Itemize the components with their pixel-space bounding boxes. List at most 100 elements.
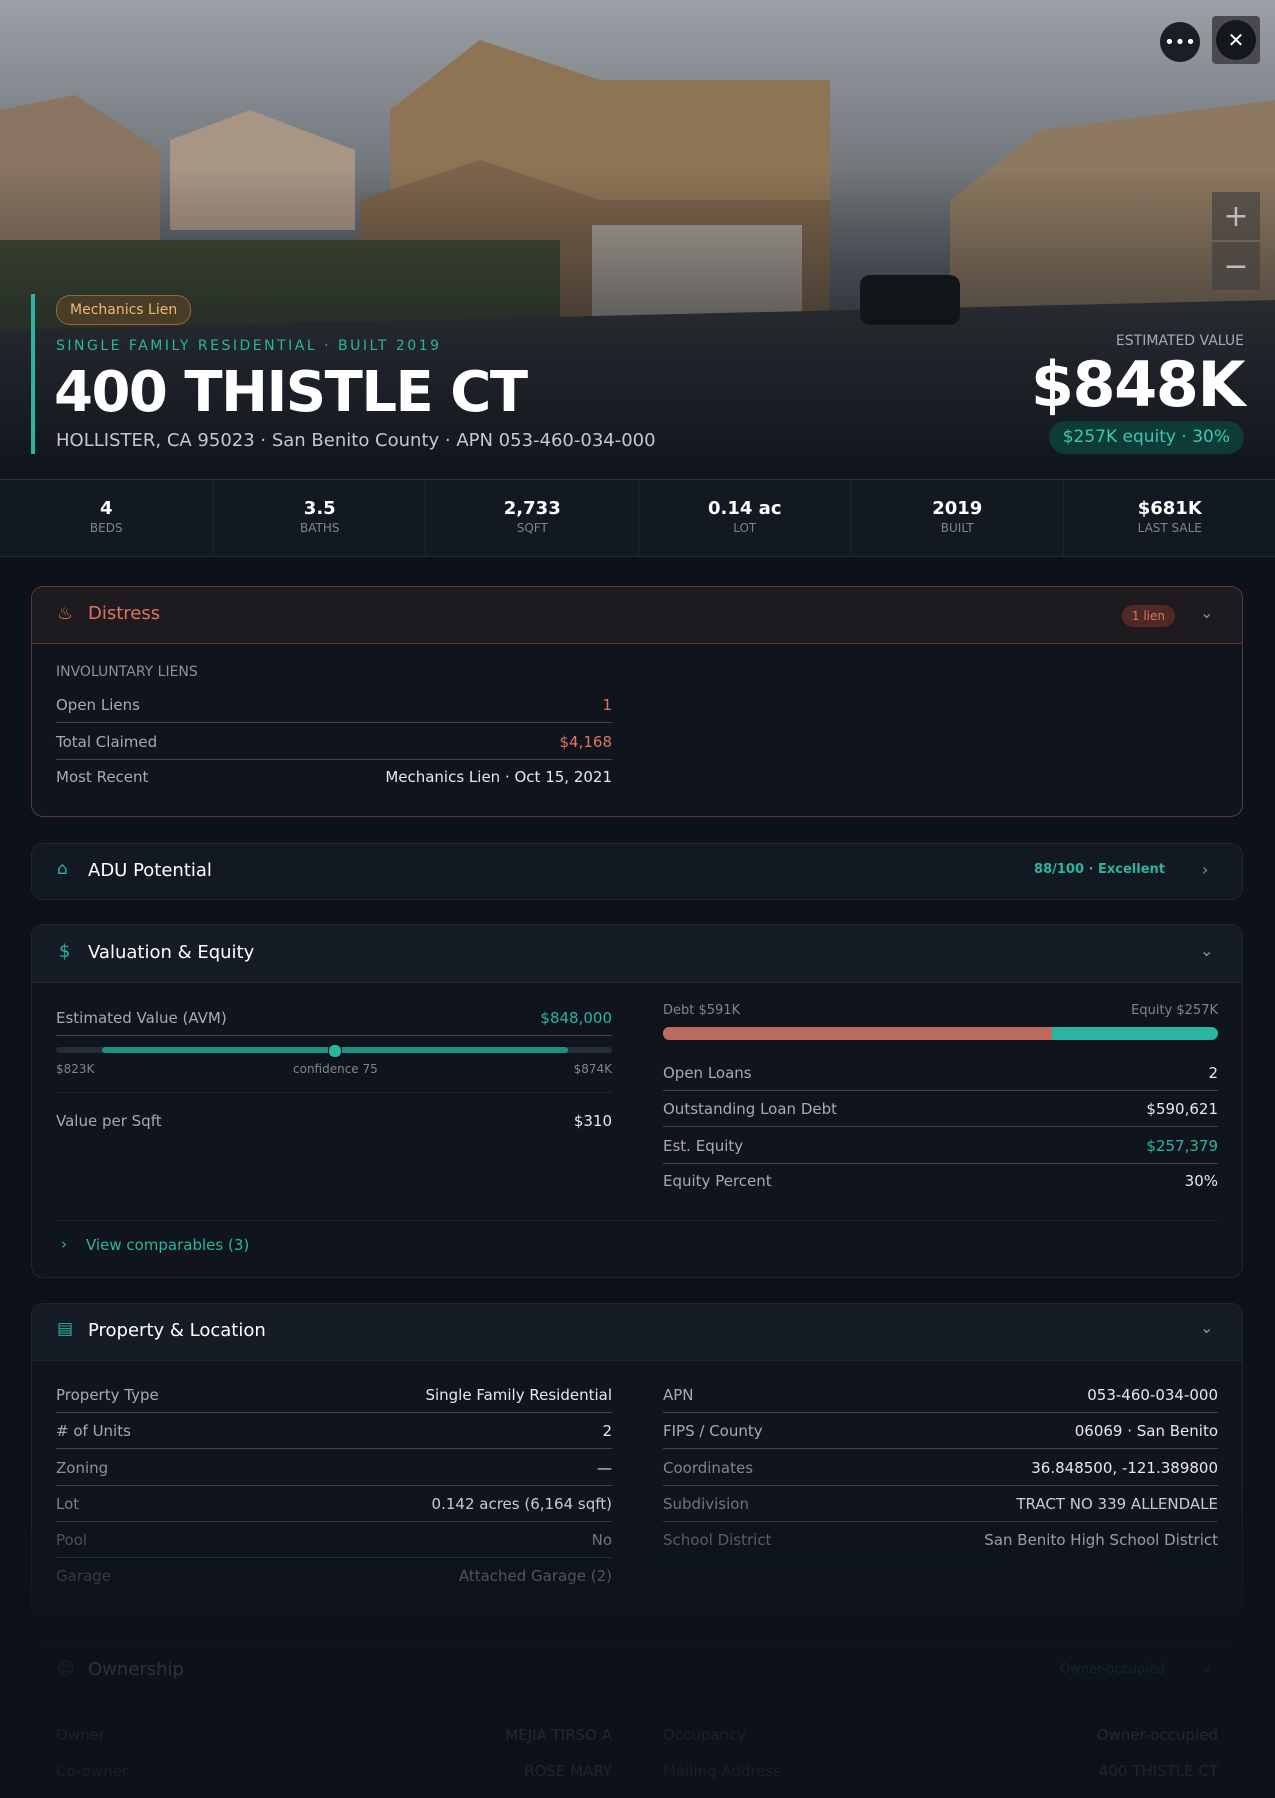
row-label: Subdivision (663, 1495, 749, 1513)
stat-value: 4 (99, 498, 113, 519)
row-value: TRACT NO 339 ALLENDALE (1016, 1495, 1218, 1513)
stat-label: BEDS (89, 521, 123, 535)
stat: 4 BEDS (0, 480, 213, 556)
row-value: — (597, 1459, 612, 1477)
adu-card[interactable] (31, 843, 1243, 900)
stat: 0.14 ac LOT (637, 480, 852, 556)
more-button[interactable]: ••• (1160, 22, 1200, 62)
section-label: INVOLUNTARY LIENS (56, 664, 198, 680)
chevron[interactable]: ⌄ (1200, 941, 1214, 960)
debt-label: Debt $591K (663, 1003, 741, 1018)
debt-equity-bar (663, 1027, 1218, 1040)
valuation-header[interactable] (32, 925, 1242, 983)
data-row: Co-owner ROSE MARY (56, 1758, 612, 1788)
data-row: FIPS / County 06069 · San Benito (663, 1418, 1218, 1449)
row-label: Co-owner (56, 1762, 128, 1780)
stat-label: BATHS (300, 521, 340, 535)
distress-card (31, 586, 1243, 817)
data-row: Total Claimed $4,168 (56, 729, 612, 760)
row-label: Est. Equity (663, 1137, 744, 1155)
stat-label: LOT (733, 521, 757, 535)
chevron[interactable]: ⌄ (1200, 1318, 1214, 1337)
row-label: Total Claimed (56, 733, 158, 751)
distress-header[interactable] (32, 587, 1242, 644)
stat-value: 2019 (932, 498, 983, 519)
row-value: No (591, 1531, 612, 1549)
row-value: $310 (573, 1112, 612, 1130)
data-row: Open Liens 1 (56, 692, 612, 723)
row-value: 1 (602, 696, 612, 714)
valuation-card (31, 924, 1243, 1278)
dollar-icon: $ (59, 941, 71, 962)
row-value: 2 (602, 1422, 612, 1440)
row-label: Outstanding Loan Debt (663, 1100, 837, 1118)
close-button[interactable]: ✕ (1212, 16, 1260, 64)
adu-score: 88/100 · Excellent (1034, 862, 1165, 877)
data-row: Garage Attached Garage (2) (56, 1563, 612, 1593)
row-label: Occupancy (663, 1726, 747, 1744)
property-address: HOLLISTER, CA 95023 · San Benito County … (56, 430, 656, 451)
stat-value: 2,733 (503, 498, 561, 519)
row-label: # of Units (56, 1422, 131, 1440)
data-row: Zoning — (56, 1455, 612, 1486)
row-label: Property Type (56, 1386, 159, 1404)
row-value: 2 (1208, 1064, 1218, 1082)
stat-value: $681K (1137, 498, 1202, 519)
row-label: Open Loans (663, 1064, 752, 1082)
occupancy-badge: Owner-occupied (1059, 1662, 1165, 1677)
row-value: 30% (1184, 1172, 1218, 1190)
row-value: Attached Garage (2) (458, 1567, 612, 1585)
row-label: School District (663, 1531, 772, 1549)
row-label: Estimated Value (AVM) (56, 1009, 227, 1027)
stat: 3.5 BATHS (212, 480, 427, 556)
divider (56, 1220, 1218, 1221)
data-row: Lot 0.142 acres (6,164 sqft) (56, 1491, 612, 1522)
card-title: ADU Potential (88, 860, 212, 881)
row-value: San Benito High School District (984, 1531, 1218, 1549)
avm-row: Estimated Value (AVM) $848,000 (56, 1005, 612, 1036)
data-row: Most Recent Mechanics Lien · Oct 15, 2021 (56, 764, 612, 794)
stats-bar: 4 BEDS 3.5 BATHS 2,733 SQFT 0.14 ac LOT 2019 BUIL… (0, 479, 1275, 557)
row-label: Value per Sqft (56, 1112, 162, 1130)
estimate-value: $848K (1030, 348, 1246, 421)
hero-photo (0, 0, 1275, 479)
row-value: $590,621 (1146, 1100, 1218, 1118)
stat-value: 3.5 (303, 498, 336, 519)
row-label: Owner (56, 1726, 105, 1744)
data-row: Occupancy Owner-occupied (663, 1722, 1218, 1753)
row-value: ROSE MARY (524, 1762, 612, 1780)
stat-label: BUILT (940, 521, 974, 535)
row-value: $848,000 (540, 1009, 612, 1027)
chevron[interactable]: › (1202, 860, 1209, 879)
data-row: Owner MEJIA TIRSO A (56, 1722, 612, 1753)
row-value: 400 THISTLE CT (1098, 1762, 1218, 1780)
equity-label: Equity $257K (1131, 1003, 1218, 1018)
chevron[interactable]: ⌄ (1200, 1657, 1214, 1676)
data-row: Mailing Address 400 THISTLE CT (663, 1758, 1218, 1788)
zoom-in[interactable]: + (1212, 192, 1260, 240)
row-label: FIPS / County (663, 1422, 763, 1440)
data-row: Equity Percent 30% (663, 1168, 1218, 1198)
row-value: Single Family Residential (425, 1386, 612, 1404)
data-row: APN 053-460-034-000 (663, 1382, 1218, 1413)
row-label: Most Recent (56, 768, 149, 786)
stat: 2019 BUILT (850, 480, 1064, 556)
row-label: Pool (56, 1531, 88, 1549)
building-icon: ▤ (57, 1319, 74, 1339)
chevron[interactable]: ⌄ (1200, 603, 1214, 622)
stat: $681K LAST SALE (1062, 480, 1275, 556)
row-value: $257,379 (1146, 1137, 1218, 1155)
row-value: 053-460-034-000 (1087, 1386, 1218, 1404)
stat-value: 0.14 ac (708, 498, 782, 519)
view-comparables[interactable]: View comparables (3) (86, 1236, 250, 1254)
zoom-out[interactable]: − (1212, 242, 1260, 290)
flame-icon: ♨ (57, 603, 74, 624)
row-value: $4,168 (559, 733, 613, 751)
lien-count-badge: 1 lien (1121, 605, 1175, 627)
data-row: School District San Benito High School Di… (663, 1527, 1218, 1557)
property-header[interactable] (32, 1304, 1242, 1361)
row-value: 0.142 acres (6,164 sqft) (431, 1495, 612, 1513)
row-value: Owner-occupied (1096, 1726, 1218, 1744)
estimate-label: ESTIMATED VALUE (1115, 333, 1244, 349)
